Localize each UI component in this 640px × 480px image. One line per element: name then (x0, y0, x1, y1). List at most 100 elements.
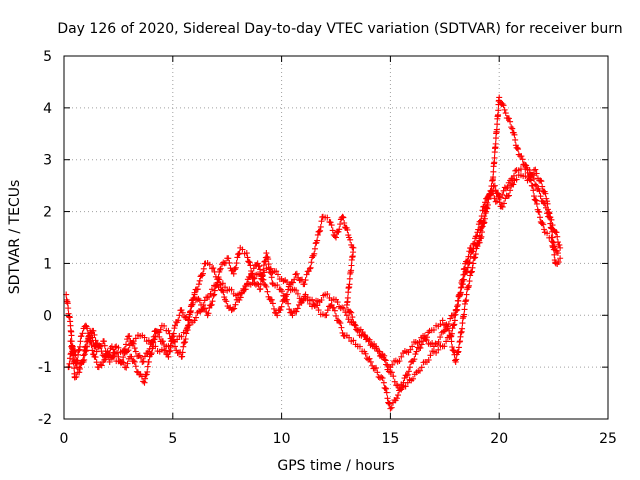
data-point (467, 244, 474, 251)
data-point (463, 291, 470, 298)
data-point (301, 281, 308, 288)
data-point (465, 253, 472, 260)
data-point (453, 307, 460, 314)
data-point (382, 385, 389, 392)
data-point (367, 358, 374, 365)
data-point (499, 191, 506, 198)
data-point (341, 220, 348, 227)
data-point (541, 226, 548, 233)
data-point (505, 192, 512, 199)
data-point (512, 136, 519, 143)
data-point (416, 367, 423, 374)
data-point (542, 190, 549, 197)
data-point (183, 330, 190, 337)
data-point (514, 144, 521, 151)
data-point (317, 227, 324, 234)
data-point (447, 315, 454, 322)
data-point (435, 346, 442, 353)
data-point (450, 347, 457, 354)
data-point (393, 395, 400, 402)
data-point (536, 209, 543, 216)
data-point (427, 352, 434, 359)
data-point (124, 360, 131, 367)
data-point (223, 298, 230, 305)
y-tick-label: 0 (43, 308, 52, 324)
data-point (500, 102, 507, 109)
data-point (532, 166, 539, 173)
data-point (453, 356, 460, 363)
data-point (551, 251, 558, 258)
data-point (88, 330, 95, 337)
data-point (505, 115, 512, 122)
data-point (131, 345, 138, 352)
data-point (268, 296, 275, 303)
data-point (289, 312, 296, 319)
data-point (356, 343, 363, 350)
data-point (81, 356, 88, 363)
data-point (128, 353, 135, 360)
data-point (196, 297, 203, 304)
data-point (278, 303, 285, 310)
data-point (171, 343, 178, 350)
data-point (482, 205, 489, 212)
data-point (221, 294, 228, 301)
data-point (350, 337, 357, 344)
data-point (175, 317, 182, 324)
data-point (504, 184, 511, 191)
data-point (418, 364, 425, 371)
data-point (182, 336, 189, 342)
data-point (389, 361, 396, 368)
data-point (337, 221, 344, 228)
data-point (132, 335, 139, 342)
data-point (265, 256, 272, 263)
data-point (315, 307, 322, 314)
data-point (407, 346, 414, 353)
data-point (531, 193, 538, 200)
data-point (248, 268, 255, 275)
data-point (413, 348, 420, 355)
data-point (130, 340, 137, 347)
data-point (149, 339, 156, 346)
data-point (205, 310, 212, 317)
data-point (225, 255, 232, 262)
data-point (544, 230, 551, 237)
data-point (157, 326, 164, 333)
data-point (461, 265, 468, 272)
data-point (180, 343, 187, 350)
data-point (344, 226, 351, 233)
data-point (101, 342, 108, 349)
data-point (379, 375, 386, 382)
plot-frame (63, 55, 609, 420)
data-point (140, 358, 147, 365)
data-point (449, 325, 456, 332)
data-point (478, 224, 485, 231)
data-point (447, 332, 454, 339)
data-point (430, 326, 437, 333)
data-point (269, 300, 276, 307)
data-point (193, 314, 200, 321)
data-point (557, 244, 564, 251)
data-point (507, 187, 514, 194)
data-point (347, 236, 354, 243)
data-point (198, 301, 205, 308)
data-point (236, 250, 243, 257)
data-point (339, 213, 346, 220)
data-point (291, 276, 298, 283)
data-point (538, 178, 545, 185)
data-point (472, 251, 479, 258)
data-point (457, 290, 464, 297)
data-point (196, 277, 203, 284)
data-point (381, 356, 388, 363)
data-point (285, 300, 292, 307)
data-point (268, 270, 275, 277)
data-point (150, 333, 157, 340)
data-point (292, 271, 299, 278)
data-point (328, 222, 335, 229)
data-point (165, 327, 172, 334)
x-tick-label: 10 (273, 431, 291, 447)
data-point (495, 193, 502, 200)
data-point (533, 200, 540, 207)
data-point (446, 327, 453, 334)
data-point (286, 306, 293, 313)
